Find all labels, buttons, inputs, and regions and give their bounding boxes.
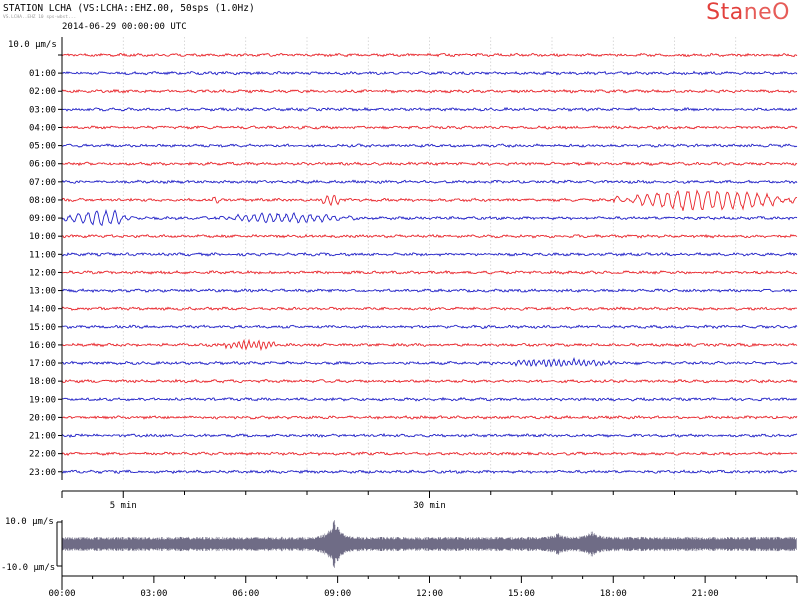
overview-x-tick-label: 03:00 <box>140 589 167 599</box>
trace-row <box>61 396 798 402</box>
hour-label: 10:00 <box>29 232 56 242</box>
trace-row <box>61 287 798 293</box>
minute-axis: 5 min 30 min <box>61 490 798 511</box>
hour-label: 20:00 <box>29 413 56 423</box>
hour-label: 14:00 <box>29 305 56 315</box>
trace-row <box>61 269 798 275</box>
trace-row <box>61 189 798 211</box>
hour-label: 11:00 <box>29 250 56 260</box>
hour-label: 16:00 <box>29 341 56 351</box>
trace-row <box>61 415 798 420</box>
trace-row <box>61 324 798 330</box>
trace-row <box>61 356 798 368</box>
overview-ylabel-top: 10.0 µm/s <box>5 517 54 527</box>
trace-row <box>61 251 798 257</box>
hour-label: 04:00 <box>29 123 56 133</box>
hour-label: 22:00 <box>29 450 56 460</box>
minute-tick-label: 5 min <box>110 501 137 511</box>
trace-row <box>61 52 798 58</box>
trace-row <box>61 208 798 227</box>
hour-label: 13:00 <box>29 287 56 297</box>
minute-tick-label: 30 min <box>413 501 446 511</box>
hour-label: 15:00 <box>29 323 56 333</box>
hour-labels: 01:00 02:00 03:00 04:00 05:00 06:00 07:00 08:00… <box>29 37 63 480</box>
overview-trace <box>61 520 797 568</box>
trace-row <box>61 451 798 457</box>
trace-row <box>61 469 798 475</box>
station-subline: VS.LCHA..EHZ 10 sps-wbst... <box>3 14 76 20</box>
hour-label: 05:00 <box>29 142 56 152</box>
start-time: 2014-06-29 00:00:00 UTC <box>62 22 187 32</box>
overview-x-tick-label: 15:00 <box>508 589 535 599</box>
overview-plot: 00:00 03:00 06:00 09:00 12:00 15:00 18:00 21:00 <box>48 520 798 599</box>
overview-x-tick-label: 18:00 <box>600 589 627 599</box>
station-title: STATION LCHA (VS:LCHA::EHZ.00, 50sps (1.… <box>3 3 255 14</box>
trace-row <box>61 306 798 312</box>
overview-x-tick-label: 21:00 <box>692 589 719 599</box>
staneo-logo: StaneO <box>706 0 790 25</box>
hour-label: 17:00 <box>29 359 56 369</box>
overview-x-tick-label: 12:00 <box>416 589 443 599</box>
trace-row <box>61 88 798 94</box>
hour-label: 19:00 <box>29 395 56 405</box>
trace-row <box>61 432 798 438</box>
trace-row <box>61 233 798 239</box>
hour-label: 18:00 <box>29 377 56 387</box>
trace-row <box>61 338 798 352</box>
overview-x-tick-label: 00:00 <box>48 589 75 599</box>
helicorder-grid <box>122 37 737 480</box>
trace-row <box>61 161 798 167</box>
hour-label: 01:00 <box>29 69 56 79</box>
hour-label: 03:00 <box>29 105 56 115</box>
hour-label: 12:00 <box>29 268 56 278</box>
hour-label: 23:00 <box>29 468 56 478</box>
hour-label: 07:00 <box>29 178 56 188</box>
helicorder-traces <box>61 52 798 475</box>
overview-ylabel-bottom: -10.0 µm/s <box>1 563 55 573</box>
trace-row <box>61 143 798 148</box>
hour-label: 02:00 <box>29 87 56 97</box>
scale-label: 10.0 µm/s <box>8 40 57 50</box>
trace-row <box>61 378 798 384</box>
trace-row <box>61 70 798 76</box>
hour-label: 08:00 <box>29 196 56 206</box>
overview-x-tick-label: 06:00 <box>232 589 259 599</box>
hour-label: 06:00 <box>29 160 56 170</box>
trace-row <box>61 125 798 130</box>
hour-label: 09:00 <box>29 214 56 224</box>
trace-row <box>61 106 798 112</box>
trace-row <box>61 179 798 185</box>
overview-x-tick-label: 09:00 <box>324 589 351 599</box>
hour-label: 21:00 <box>29 432 56 442</box>
